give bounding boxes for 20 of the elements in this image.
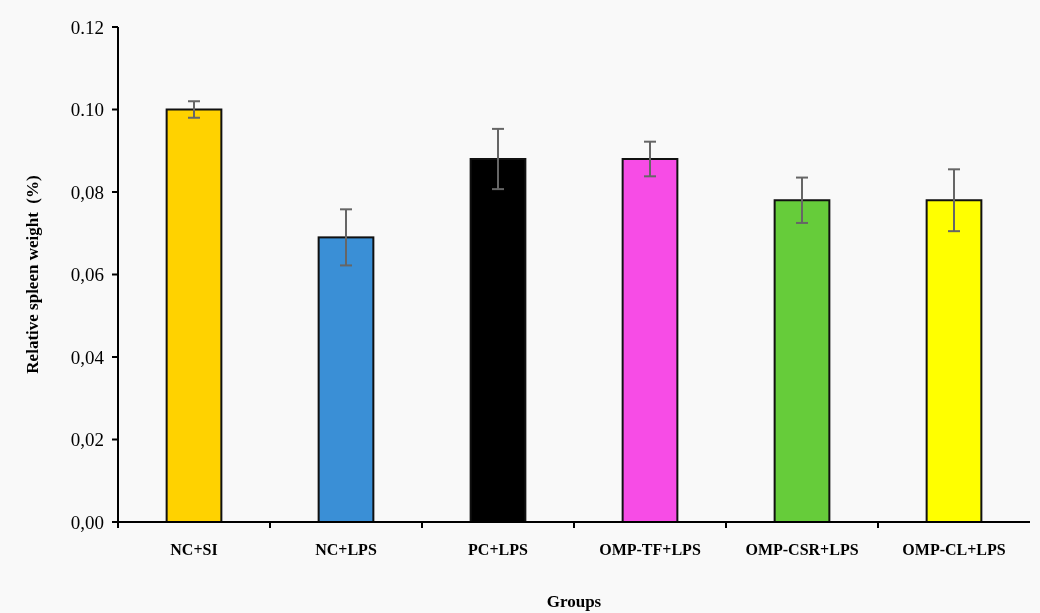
y-tick-label: 0,00 bbox=[70, 511, 104, 533]
y-tick-label: 0.12 bbox=[70, 16, 104, 38]
bar bbox=[317, 236, 375, 523]
y-tick-label: 0,08 bbox=[70, 181, 104, 203]
x-tick-label: NC+LPS bbox=[315, 541, 377, 558]
x-tick-label: NC+SI bbox=[170, 541, 218, 558]
y-tick-label: 0.10 bbox=[70, 99, 104, 121]
x-axis-title: Groups bbox=[546, 592, 602, 611]
y-tick-label: 0,06 bbox=[70, 264, 104, 286]
bar bbox=[165, 108, 223, 523]
bar bbox=[925, 199, 983, 523]
y-tick-label: 0,04 bbox=[70, 346, 105, 368]
x-tick-label: OMP-TF+LPS bbox=[599, 541, 701, 558]
x-tick-label: PC+LPS bbox=[468, 541, 528, 558]
bar bbox=[773, 199, 831, 523]
y-tick-label: 0,02 bbox=[70, 429, 104, 451]
x-tick-label: OMP-CSR+LPS bbox=[745, 541, 859, 558]
bar bbox=[621, 158, 679, 523]
y-axis-title: Relative spleen weight (%) bbox=[23, 175, 42, 374]
x-tick-label: OMP-CL+LPS bbox=[902, 541, 1006, 558]
